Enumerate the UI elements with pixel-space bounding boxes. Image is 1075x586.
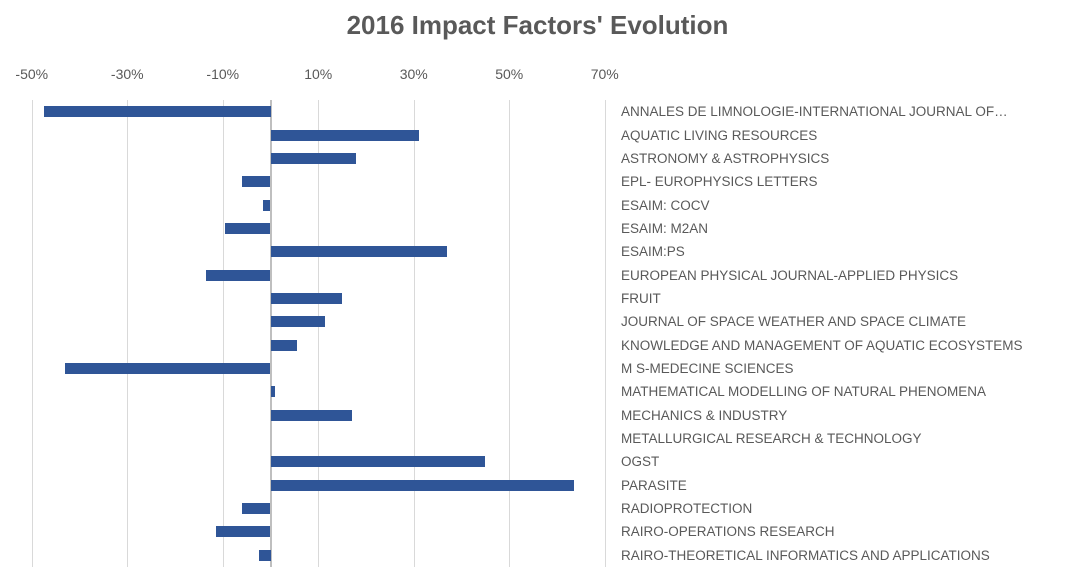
x-axis-tick-label: 30% bbox=[399, 66, 428, 82]
category-label: METALLURGICAL RESEARCH & TECHNOLOGY bbox=[621, 431, 922, 447]
category-label: ESAIM: COCV bbox=[621, 197, 710, 213]
category-label: M S-MEDECINE SCIENCES bbox=[621, 361, 794, 377]
category-label: JOURNAL OF SPACE WEATHER AND SPACE CLIMA… bbox=[621, 314, 967, 330]
x-gridline bbox=[413, 100, 415, 567]
x-gridline bbox=[127, 100, 129, 567]
bar bbox=[270, 129, 419, 141]
bar bbox=[270, 386, 276, 398]
category-label: RAIRO-OPERATIONS RESEARCH bbox=[621, 524, 835, 540]
bar bbox=[225, 222, 271, 234]
bar bbox=[270, 316, 326, 328]
category-label: ASTRONOMY & ASTROPHYSICS bbox=[621, 150, 830, 166]
x-gridline bbox=[509, 100, 511, 567]
category-label: MATHEMATICAL MODELLING OF NATURAL PHENOM… bbox=[621, 384, 987, 400]
x-gridline bbox=[318, 100, 320, 567]
x-gridline bbox=[31, 100, 33, 567]
chart-title: 2016 Impact Factors' Evolution bbox=[346, 10, 729, 40]
category-label: FRUIT bbox=[621, 290, 661, 306]
x-axis-tick-label: 50% bbox=[495, 66, 524, 82]
bar bbox=[43, 106, 271, 118]
bar bbox=[241, 176, 271, 188]
bar bbox=[270, 152, 357, 164]
category-label: KNOWLEDGE AND MANAGEMENT OF AQUATIC ECOS… bbox=[621, 337, 1023, 353]
x-axis-tick-label: 10% bbox=[304, 66, 333, 82]
category-label: OGST bbox=[621, 454, 660, 470]
x-axis-tick-label: -50% bbox=[15, 66, 49, 82]
x-axis-tick-label: 70% bbox=[590, 66, 619, 82]
category-label: RAIRO-THEORETICAL INFORMATICS AND APPLIC… bbox=[621, 547, 990, 563]
category-label: AQUATIC LIVING RESOURCES bbox=[621, 127, 818, 143]
category-label: MECHANICS & INDUSTRY bbox=[621, 407, 788, 423]
x-gridline bbox=[222, 100, 224, 567]
category-label: ANNALES DE LIMNOLOGIE-INTERNATIONAL JOUR… bbox=[621, 104, 1008, 120]
bar bbox=[270, 292, 343, 304]
bar bbox=[241, 503, 271, 515]
bar bbox=[65, 363, 271, 375]
x-gridline bbox=[604, 100, 606, 567]
bar bbox=[258, 549, 271, 561]
bar bbox=[270, 246, 448, 258]
category-label: ESAIM:PS bbox=[621, 244, 685, 260]
category-label: EUROPEAN PHYSICAL JOURNAL-APPLIED PHYSIC… bbox=[621, 267, 959, 283]
bar bbox=[215, 526, 271, 538]
bar bbox=[263, 199, 271, 211]
category-label: RADIOPROTECTION bbox=[621, 501, 753, 517]
category-label: PARASITE bbox=[621, 477, 687, 493]
bar bbox=[270, 456, 486, 468]
bar bbox=[206, 269, 271, 281]
category-label: EPL- EUROPHYSICS LETTERS bbox=[621, 174, 818, 190]
category-label: ESAIM: M2AN bbox=[621, 220, 709, 236]
x-axis-tick-label: -30% bbox=[110, 66, 144, 82]
zero-axis-line bbox=[269, 100, 272, 567]
bar bbox=[270, 339, 297, 351]
bar bbox=[270, 479, 574, 491]
x-axis-tick-label: -10% bbox=[206, 66, 240, 82]
bar bbox=[270, 409, 352, 421]
